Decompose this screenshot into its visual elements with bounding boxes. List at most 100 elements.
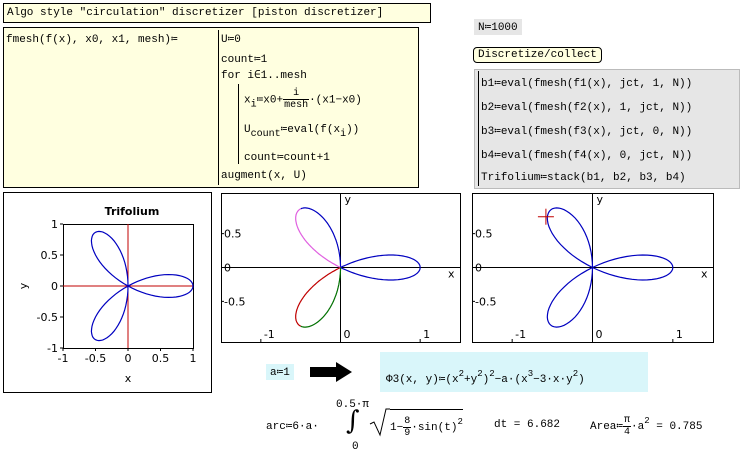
y-tick-label: -1 (47, 342, 58, 355)
t: x (244, 94, 251, 107)
x-tick-label: 0 (596, 328, 603, 341)
t: ≔eval(f(x (280, 124, 341, 136)
x-tick-label: -1 (58, 352, 69, 365)
t: = 0.785 (649, 421, 703, 433)
t: 2 (489, 369, 495, 379)
t: )) (346, 124, 360, 136)
t: a≔ (270, 367, 284, 379)
root-sign (369, 408, 390, 437)
line: U≔0 (221, 34, 241, 46)
y-tick-label: 0 (475, 262, 482, 275)
t: ·sin(t) (411, 422, 458, 434)
line: xi≔x0+ i mesh ·(x1−x0) (244, 88, 362, 111)
a-def: a≔1 (266, 364, 294, 380)
t: 2 (457, 417, 463, 427)
y-axis-label: y (17, 282, 30, 289)
radicand: 1− 8 9 ·sin(t)2 (390, 409, 463, 440)
lower-limit: 0 (352, 441, 359, 453)
x-tick-label: -1 (264, 328, 275, 341)
t: ·a (631, 421, 645, 433)
frac: i mesh (283, 88, 310, 111)
y-tick-label: 0 (51, 280, 58, 293)
y-tick-label: -0.5 (37, 311, 58, 324)
y-tick-label: 0 (224, 262, 231, 275)
t: 4 (624, 426, 631, 438)
y-tick-label: -0.5 (224, 295, 245, 308)
t: −3·x·y (533, 374, 573, 386)
t: 3 (527, 369, 534, 379)
program-box: fmesh(f(x), x0, x1, mesh)≔ U≔0 count≔1 f… (3, 27, 419, 188)
arc-def: arc≔6·a· (266, 421, 319, 433)
t: ≔x0+ (256, 94, 284, 107)
x-axis-label: x (701, 268, 708, 281)
x-tick-label: 0 (344, 328, 351, 341)
arrow (310, 362, 352, 382)
line: Trifolium≔stack(b1, b2, b3, b4) (481, 172, 686, 184)
plot-title: Trifolium (105, 205, 160, 218)
n-def: N≔1000 (474, 19, 522, 35)
t: ) (578, 374, 585, 386)
line: b4≔eval(fmesh(f4(x), 0, jct, N)) (481, 150, 693, 162)
x-axis-label: x (448, 268, 455, 281)
curve (300, 207, 342, 268)
t: 2 (458, 369, 465, 379)
line: b1≔eval(fmesh(f1(x), jct, 1, N)) (481, 78, 693, 90)
eval-box: b1≔eval(fmesh(f1(x), jct, 1, N)) b2≔eval… (474, 69, 740, 189)
t: 2 (644, 416, 650, 426)
t: i (340, 129, 347, 140)
button[interactable]: Discretize/collect (473, 47, 602, 63)
x-tick-label: 0 (125, 352, 132, 365)
line: count≔1 (221, 54, 268, 66)
title: Algo style "circulation" discretizer [pi… (7, 7, 384, 19)
bar (478, 71, 479, 186)
curve (90, 230, 194, 342)
definition: fmesh(f(x), x0, x1, mesh)≔ (6, 34, 178, 46)
x-tick-label: 0.5 (152, 352, 170, 365)
t: 2 (572, 369, 579, 379)
t: 1− (390, 422, 404, 434)
x-tick-label: -1 (515, 328, 526, 341)
t: i (283, 88, 310, 100)
line: augment(x, U) (221, 170, 307, 182)
line: count≔count+1 (244, 152, 330, 164)
line: b2≔eval(fmesh(f2(x), 1, jct, N)) (481, 102, 693, 114)
curve (295, 266, 341, 327)
t: count (250, 129, 281, 140)
x-tick-label: 1 (423, 328, 430, 341)
root (369, 408, 390, 437)
t: 2 (477, 369, 483, 379)
arc-result: dt = 6.682 (494, 419, 561, 431)
t: Φ3(x, y)≔(x (386, 374, 459, 386)
t: U (244, 124, 251, 136)
curve (300, 267, 342, 328)
curve (295, 208, 341, 269)
x-tick-label: 1 (190, 352, 197, 365)
phi-box: Φ3(x, y)≔(x2+y2)2−a·(x3−3·x·y2) (380, 352, 648, 392)
y-tick-label: -0.5 (475, 295, 496, 308)
y-tick-label: 0.5 (475, 228, 493, 241)
t: +y (464, 374, 478, 386)
x-axis-label: x (125, 372, 132, 385)
y-axis-label: y (597, 193, 604, 206)
bar (238, 84, 239, 164)
x-tick-label: -0.5 (85, 352, 106, 365)
y-axis-label: y (345, 193, 352, 206)
line: for i∈1..mesh (221, 70, 307, 82)
t: 8 (403, 415, 412, 428)
bar (218, 30, 219, 185)
title-box: Algo style "circulation" discretizer [pi… (3, 3, 431, 23)
area: Area≔ π 4 ·a2 = 0.785 (590, 409, 702, 439)
t: ·(x1−x0) (309, 94, 362, 107)
integral-sign: ∫ (346, 406, 360, 436)
curve (546, 207, 674, 328)
t: 1 (283, 367, 290, 379)
t: 9 (404, 427, 411, 439)
t: i (250, 99, 257, 111)
line: b3≔eval(fmesh(f3(x), jct, 0, N)) (481, 126, 693, 138)
upper-limit: 0.5·π (336, 399, 370, 411)
t: ) (482, 374, 490, 386)
t: mesh (284, 100, 309, 111)
